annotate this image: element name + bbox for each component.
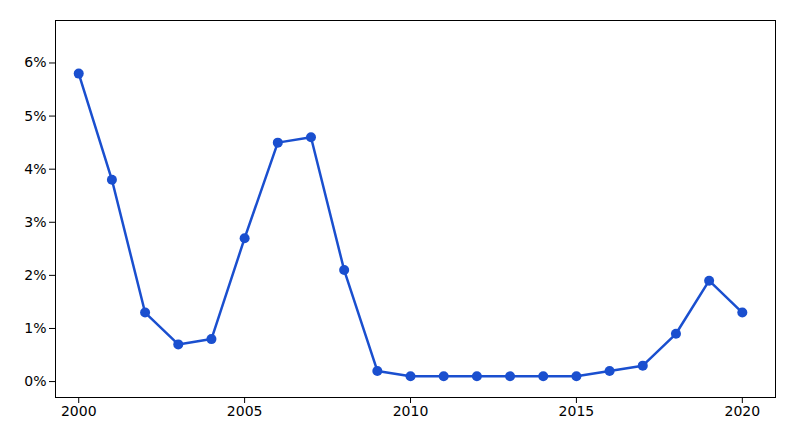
svg-text:0%: 0% xyxy=(24,373,46,389)
svg-text:1%: 1% xyxy=(24,320,46,336)
svg-text:2010: 2010 xyxy=(393,403,429,419)
svg-text:2000: 2000 xyxy=(61,403,97,419)
svg-text:5%: 5% xyxy=(24,108,46,124)
svg-text:2005: 2005 xyxy=(227,403,263,419)
svg-text:4%: 4% xyxy=(24,161,46,177)
svg-text:6%: 6% xyxy=(24,54,46,70)
svg-text:2015: 2015 xyxy=(559,403,595,419)
svg-text:3%: 3% xyxy=(24,214,46,230)
svg-text:2%: 2% xyxy=(24,267,46,283)
svg-text:2020: 2020 xyxy=(724,403,760,419)
